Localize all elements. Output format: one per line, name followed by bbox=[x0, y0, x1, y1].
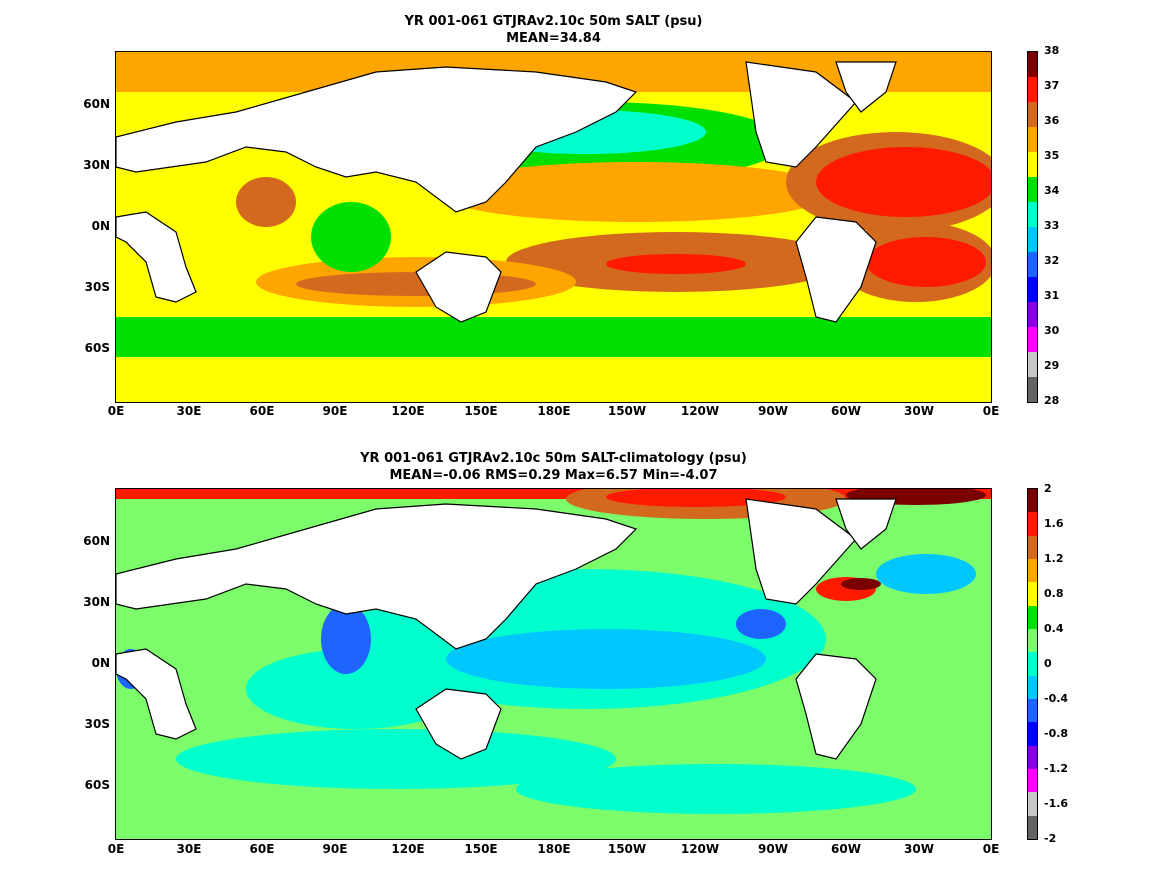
panel2-colorbar-label: 1.2 bbox=[1044, 552, 1064, 565]
panel1-colorbar-label: 34 bbox=[1044, 184, 1060, 197]
colorbar-segment bbox=[1028, 722, 1037, 746]
colorbar-segment bbox=[1028, 302, 1037, 327]
panel2-lon-label: 120W bbox=[680, 842, 720, 856]
colorbar-segment bbox=[1028, 252, 1037, 277]
colorbar-segment bbox=[1028, 52, 1037, 77]
panel2-lon-label: 180E bbox=[537, 842, 571, 856]
colorbar-segment bbox=[1028, 582, 1037, 606]
panel1-lon-label: 30W bbox=[904, 404, 934, 418]
panel1-lat-label: 30N bbox=[83, 158, 110, 172]
colorbar-segment bbox=[1028, 227, 1037, 252]
panel2-lon-label: 0E bbox=[107, 842, 125, 856]
panel1-lon-label: 120E bbox=[391, 404, 425, 418]
panel2-colorbar-label: 0.8 bbox=[1044, 587, 1064, 600]
colorbar-segment bbox=[1028, 77, 1037, 102]
panel2-lat-label: 60S bbox=[84, 778, 110, 792]
panel2-colorbar bbox=[1027, 488, 1038, 840]
colorbar-segment bbox=[1028, 745, 1037, 769]
colorbar-segment bbox=[1028, 177, 1037, 202]
panel1-lon-label: 60E bbox=[249, 404, 275, 418]
colorbar-segment bbox=[1028, 377, 1037, 402]
colorbar-segment bbox=[1028, 675, 1037, 699]
panel2-lon-label: 150W bbox=[607, 842, 647, 856]
panel2-lon-label: 60E bbox=[249, 842, 275, 856]
panel2-lon-label: 150E bbox=[464, 842, 498, 856]
panel2-lon-label: 0E bbox=[982, 842, 1000, 856]
colorbar-segment bbox=[1028, 512, 1037, 536]
panel2-colorbar-label: -1.6 bbox=[1044, 797, 1069, 810]
panel2-lon-label: 30W bbox=[904, 842, 934, 856]
panel1-colorbar-label: 32 bbox=[1044, 254, 1060, 267]
panel2-colorbar-label: 0.4 bbox=[1044, 622, 1064, 635]
panel1-colorbar bbox=[1027, 51, 1038, 403]
panel1-colorbar-label: 38 bbox=[1044, 44, 1060, 57]
colorbar-segment bbox=[1028, 102, 1037, 127]
panel2-lon-label: 30E bbox=[176, 842, 202, 856]
panel1-lon-label: 30E bbox=[176, 404, 202, 418]
panel1-colorbar-label: 33 bbox=[1044, 219, 1060, 232]
panel2-lon-label: 120E bbox=[391, 842, 425, 856]
colorbar-segment bbox=[1028, 535, 1037, 559]
panel1-title-line1: YR 001-061 GTJRAv2.10c 50m SALT (psu) bbox=[404, 14, 703, 29]
panel2-title-line1: YR 001-061 GTJRAv2.10c 50m SALT-climatol… bbox=[360, 451, 747, 466]
panel2-lat-label: 30N bbox=[83, 595, 110, 609]
panel2-map bbox=[115, 488, 992, 840]
colorbar-segment bbox=[1028, 152, 1037, 177]
colorbar-segment bbox=[1028, 792, 1037, 816]
panel1-colorbar-label: 37 bbox=[1044, 79, 1060, 92]
panel2-colorbar-label: 1.6 bbox=[1044, 517, 1064, 530]
panel1-map bbox=[115, 51, 992, 403]
colorbar-segment bbox=[1028, 277, 1037, 302]
colorbar-segment bbox=[1028, 352, 1037, 377]
panel2-lon-label: 60W bbox=[831, 842, 861, 856]
panel1-lon-label: 0E bbox=[107, 404, 125, 418]
panel1-lon-label: 60W bbox=[831, 404, 861, 418]
panel1-lon-label: 120W bbox=[680, 404, 720, 418]
colorbar-segment bbox=[1028, 652, 1037, 676]
panel2-colorbar-label: 2 bbox=[1044, 482, 1052, 495]
colorbar-segment bbox=[1028, 698, 1037, 723]
panel2-title-line2: MEAN=-0.06 RMS=0.29 Max=6.57 Min=-4.07 bbox=[389, 468, 718, 483]
panel1-colorbar-label: 29 bbox=[1044, 359, 1060, 372]
panel2-colorbar-label: -0.8 bbox=[1044, 727, 1069, 740]
colorbar-segment bbox=[1028, 202, 1037, 227]
panel2-colorbar-label: -0.4 bbox=[1044, 692, 1069, 705]
colorbar-segment bbox=[1028, 127, 1037, 152]
panel1-lon-label: 0E bbox=[982, 404, 1000, 418]
panel1-lon-label: 90W bbox=[758, 404, 788, 418]
panel1-title-line2: MEAN=34.84 bbox=[506, 31, 601, 46]
panel2-lat-label: 60N bbox=[83, 534, 110, 548]
colorbar-segment bbox=[1028, 815, 1037, 839]
panel1-colorbar-label: 35 bbox=[1044, 149, 1060, 162]
panel2-lon-label: 90E bbox=[322, 842, 348, 856]
panel2-map-svg bbox=[116, 489, 991, 839]
panel1-lat-label: 0N bbox=[91, 219, 110, 233]
colorbar-segment bbox=[1028, 558, 1037, 583]
colorbar-segment bbox=[1028, 768, 1037, 793]
panel1-lon-label: 150W bbox=[607, 404, 647, 418]
colorbar-segment bbox=[1028, 628, 1037, 653]
panel1-colorbar-label: 31 bbox=[1044, 289, 1060, 302]
panel1-lon-label: 90E bbox=[322, 404, 348, 418]
panel1-colorbar-label: 30 bbox=[1044, 324, 1060, 337]
panel2-lat-label: 30S bbox=[84, 717, 110, 731]
panel2-colorbar-label: 0 bbox=[1044, 657, 1052, 670]
panel1-lat-label: 30S bbox=[84, 280, 110, 294]
colorbar-segment bbox=[1028, 327, 1037, 352]
panel2-colorbar-label: -1.2 bbox=[1044, 762, 1069, 775]
panel2-lat-label: 0N bbox=[91, 656, 110, 670]
colorbar-segment bbox=[1028, 605, 1037, 629]
panel1-colorbar-label: 28 bbox=[1044, 394, 1060, 407]
panel1-lon-label: 150E bbox=[464, 404, 498, 418]
panel1-colorbar-label: 36 bbox=[1044, 114, 1060, 127]
panel2-lon-label: 90W bbox=[758, 842, 788, 856]
panel1-lon-label: 180E bbox=[537, 404, 571, 418]
panel1-lat-label: 60S bbox=[84, 341, 110, 355]
panel1-map-svg bbox=[116, 52, 991, 402]
colorbar-segment bbox=[1028, 489, 1037, 513]
panel1-lat-label: 60N bbox=[83, 97, 110, 111]
panel2-colorbar-label: -2 bbox=[1044, 832, 1057, 845]
